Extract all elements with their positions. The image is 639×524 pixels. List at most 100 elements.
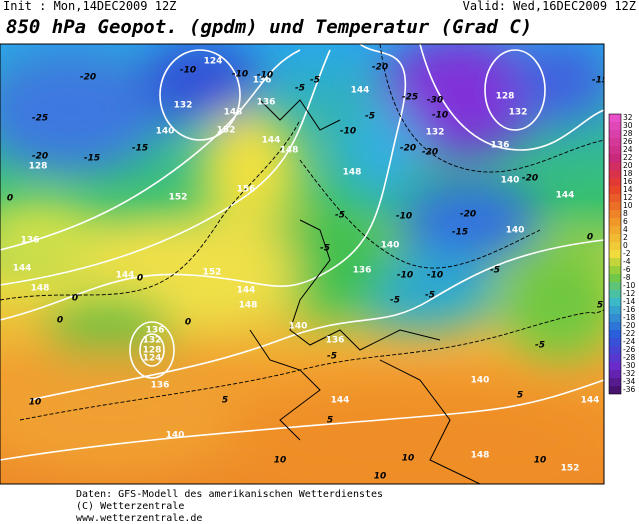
geopotential-label: 144	[262, 136, 281, 146]
colorbar-tick-label: 30	[623, 121, 633, 130]
temperature-label: -10	[257, 71, 273, 81]
temperature-label: 10	[402, 454, 415, 464]
colorbar-tick-label: -36	[623, 385, 635, 394]
colorbar-tick-label: -32	[623, 369, 635, 378]
colorbar-cell	[609, 338, 621, 346]
colorbar-cell	[609, 138, 621, 146]
colorbar-cell	[609, 186, 621, 194]
temperature-label: -10	[180, 66, 196, 76]
temperature-field	[0, 44, 604, 484]
colorbar-cell	[609, 210, 621, 218]
colorbar-tick-label: 14	[623, 185, 633, 194]
geopotential-label: 148	[239, 301, 258, 311]
geopotential-label: 140	[166, 431, 185, 441]
geopotential-label: 144	[581, 396, 600, 406]
footer-line: (C) Wetterzentrale	[76, 501, 184, 512]
temperature-label: -10	[432, 111, 448, 121]
colorbar-tick-label: -10	[623, 281, 635, 290]
temperature-label: -5	[335, 211, 345, 221]
colorbar-cell	[609, 146, 621, 154]
colorbar-tick-label: 10	[623, 201, 633, 210]
temperature-label: -5	[390, 296, 400, 306]
colorbar-cell	[609, 226, 621, 234]
geopotential-label: 148	[280, 146, 299, 156]
colorbar-cell	[609, 202, 621, 210]
colorbar-cell	[609, 362, 621, 370]
colorbar-cell	[609, 242, 621, 250]
colorbar-tick-label: 18	[623, 169, 633, 178]
geopotential-label: 144	[237, 286, 256, 296]
temperature-label: -10	[340, 127, 356, 137]
colorbar-tick-label: -20	[623, 321, 635, 330]
colorbar-cell	[609, 194, 621, 202]
colorbar-cell	[609, 354, 621, 362]
temperature-label: 10	[274, 456, 287, 466]
colorbar-frame	[608, 113, 622, 395]
temperature-label: 0	[7, 194, 13, 204]
geopotential-label: 136	[353, 266, 372, 276]
colorbar-tick-label: -26	[623, 345, 635, 354]
temperature-label: -10	[397, 271, 413, 281]
colorbar-cell	[609, 378, 621, 386]
colorbar-cell	[609, 306, 621, 314]
geopotential-label: 140	[471, 376, 490, 386]
footer-line: www.wetterzentrale.de	[76, 513, 202, 524]
geopotential-label: 124	[204, 57, 223, 67]
colorbar-tick-label: -2	[623, 249, 631, 258]
temperature-label: -20	[400, 144, 416, 154]
temperature-label: -10	[427, 271, 443, 281]
colorbar-tick-label: 2	[623, 233, 628, 242]
colorbar: 32302826242220181614121086420-2-4-6-8-10…	[608, 113, 635, 395]
geopotential-label: 136	[146, 326, 165, 336]
geopotential-label: 144	[556, 191, 575, 201]
colorbar-cell	[609, 122, 621, 130]
colorbar-cell	[609, 282, 621, 290]
geopotential-label: 124	[143, 354, 162, 364]
temperature-label: 0	[57, 316, 63, 326]
colorbar-tick-label: 22	[623, 153, 633, 162]
colorbar-tick-label: 16	[623, 177, 633, 186]
geopotential-label: 144	[116, 271, 135, 281]
colorbar-tick-label: -6	[623, 265, 631, 274]
temperature-label: -15	[84, 154, 100, 164]
temperature-label: 0	[137, 274, 143, 284]
colorbar-cell	[609, 346, 621, 354]
map-field: 1241321401481521361441481561521281361441…	[0, 44, 604, 484]
colorbar-cell	[609, 178, 621, 186]
temperature-label: -5	[310, 76, 320, 86]
colorbar-cell	[609, 154, 621, 162]
temperature-label: 5	[327, 416, 333, 426]
colorbar-cell	[609, 290, 621, 298]
geopotential-label: 132	[509, 108, 528, 118]
temperature-label: -30	[427, 96, 443, 106]
colorbar-tick-label: 4	[623, 225, 628, 234]
geopotential-label: 140	[156, 127, 175, 137]
colorbar-tick-label: -22	[623, 329, 635, 338]
temperature-label: -5	[320, 244, 330, 254]
colorbar-tick-label: 26	[623, 137, 633, 146]
colorbar-tick-label: 20	[623, 161, 633, 170]
colorbar-tick-label: -24	[623, 337, 635, 346]
temperature-label: -5	[425, 291, 435, 301]
geopotential-label: 144	[351, 86, 370, 96]
colorbar-cell	[609, 250, 621, 258]
temperature-label: 10	[374, 472, 387, 482]
geopotential-label: 128	[143, 346, 162, 356]
colorbar-tick-label: 8	[623, 209, 628, 218]
temperature-label: -25	[32, 114, 48, 124]
contour-labels: 1241321401481521361441481561521281361441…	[7, 57, 604, 482]
temperature-contours	[0, 44, 604, 421]
geopotential-label: 136	[257, 98, 276, 108]
colorbar-tick-label: 12	[623, 193, 633, 202]
colorbar-cell	[609, 314, 621, 322]
temperature-label: -20	[522, 174, 538, 184]
temperature-label: -15	[452, 228, 468, 238]
temperature-label: 0	[587, 233, 593, 243]
geopotential-label: 140	[506, 226, 525, 236]
geopotential-label: 140	[501, 176, 520, 186]
geopotential-label: 136	[326, 336, 345, 346]
init-time: Init : Mon,14DEC2009 12Z	[3, 0, 176, 13]
colorbar-tick-label: -8	[623, 273, 631, 282]
geopotential-label: 136	[151, 381, 170, 391]
colorbar-cell	[609, 170, 621, 178]
